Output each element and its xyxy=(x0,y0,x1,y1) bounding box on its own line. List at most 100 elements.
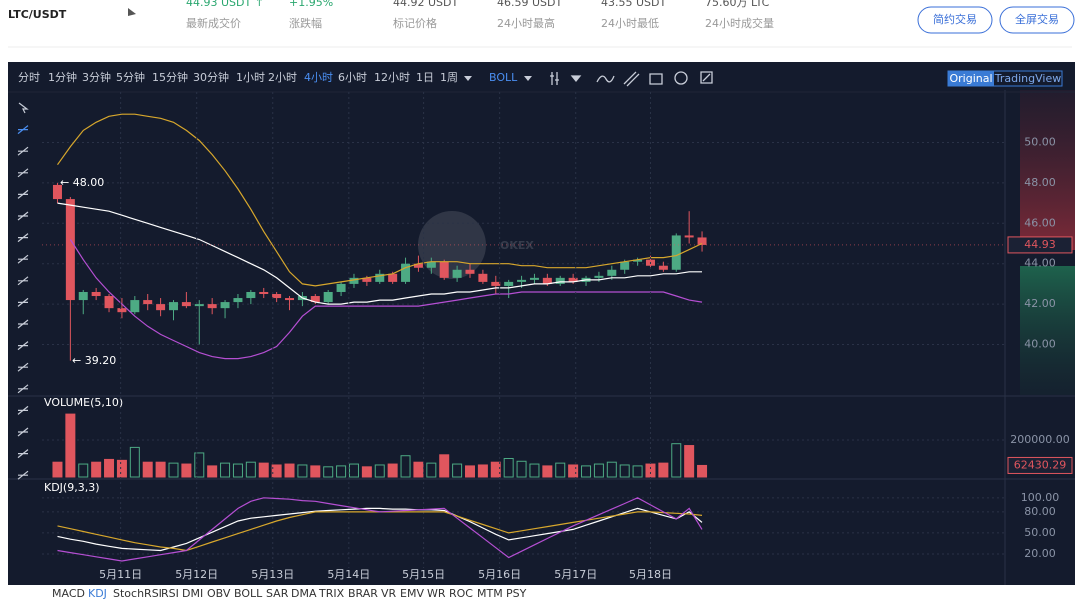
chart-panel xyxy=(8,62,1075,585)
last-volume-box xyxy=(1007,456,1073,474)
volume-bar xyxy=(490,461,501,478)
volume-bar xyxy=(245,461,256,478)
drawing-tool[interactable] xyxy=(17,125,29,135)
view-option[interactable]: TradingView xyxy=(994,72,1061,85)
drawing-tool[interactable] xyxy=(17,470,29,480)
indicator-tab[interactable]: VR xyxy=(381,587,397,600)
indicator-tab[interactable]: MTM xyxy=(477,587,503,600)
drawing-tool[interactable] xyxy=(17,254,29,264)
indicator-tab[interactable]: MACD xyxy=(52,587,85,600)
interval-tab[interactable]: 2小时 xyxy=(268,71,297,84)
pane-title: KDJ(9,3,3) xyxy=(44,481,100,494)
indicator-tab[interactable]: BRAR xyxy=(348,587,378,600)
indicator-tab[interactable]: StochRSI xyxy=(113,587,162,600)
interval-tab[interactable]: 15分钟 xyxy=(152,70,188,84)
line-tool-icon[interactable] xyxy=(596,75,615,83)
screenshot-icon[interactable] xyxy=(649,73,663,85)
drawing-tool[interactable] xyxy=(17,427,29,437)
interval-tab[interactable]: 30分钟 xyxy=(193,70,229,84)
drawing-tool[interactable] xyxy=(17,168,29,178)
candle-body xyxy=(78,291,88,301)
indicator-tab[interactable]: RSI xyxy=(161,587,179,600)
candle-body xyxy=(65,199,75,301)
stat-label: 24小时成交量 xyxy=(705,16,774,30)
drawing-tool[interactable] xyxy=(17,319,29,329)
indicator-tab[interactable]: PSY xyxy=(506,587,527,600)
interval-tab[interactable]: 6小时 xyxy=(338,71,367,84)
drawing-tool[interactable] xyxy=(17,362,29,372)
interval-tab[interactable]: 分时 xyxy=(18,71,40,84)
interval-tab[interactable]: 1小时 xyxy=(236,71,265,84)
view-active[interactable] xyxy=(948,71,994,86)
drawing-tool[interactable] xyxy=(18,102,29,114)
volume-bar xyxy=(555,462,566,478)
interval-tab[interactable]: 1分钟 xyxy=(48,70,77,84)
indicator-select[interactable]: BOLL xyxy=(489,71,518,84)
pair-title: LTC/USDT xyxy=(8,8,67,21)
indicator-tab[interactable]: ROC xyxy=(449,587,473,600)
candle-body xyxy=(285,298,295,301)
draw-tool-icon[interactable] xyxy=(623,71,640,87)
indicator-tab[interactable]: BOLL xyxy=(234,587,263,600)
fullscreen-icon[interactable] xyxy=(700,71,713,84)
volume-bar xyxy=(387,463,398,478)
drawing-tool[interactable] xyxy=(17,189,29,199)
volume-bar xyxy=(684,445,695,478)
candle-type-icon[interactable] xyxy=(550,72,559,85)
dropdown-icon[interactable] xyxy=(570,75,582,83)
candle-body xyxy=(207,304,217,309)
interval-tab[interactable]: 1日 xyxy=(416,71,434,84)
candle-body xyxy=(349,277,359,284)
interval-tab[interactable]: 1周 xyxy=(440,71,458,84)
candle-body xyxy=(671,235,681,270)
indicator-tab[interactable]: SAR xyxy=(266,587,289,600)
interval-tab[interactable]: 3分钟 xyxy=(82,70,111,84)
x-tick-label: 5月12日 xyxy=(175,568,218,581)
candle-body xyxy=(181,302,191,307)
interval-tab[interactable]: 12小时 xyxy=(374,71,410,84)
dropdown-icon[interactable] xyxy=(128,8,136,16)
drawing-tool[interactable] xyxy=(17,449,29,459)
indicator-tab[interactable]: TRIX xyxy=(318,587,345,600)
drawing-tool[interactable] xyxy=(17,384,29,394)
drawing-tool[interactable] xyxy=(17,341,29,351)
price-annotation: ← 39.20 xyxy=(72,354,116,367)
volume-bar xyxy=(452,463,463,478)
indicator-tab[interactable]: KDJ xyxy=(88,587,107,600)
header-button-label[interactable]: 简约交易 xyxy=(933,12,977,26)
indicator-tab[interactable]: EMV xyxy=(400,587,424,600)
volume-bar xyxy=(400,455,411,478)
drawing-tool[interactable] xyxy=(17,146,29,156)
volume-bar xyxy=(581,465,592,478)
header-button[interactable] xyxy=(999,6,1075,34)
view-option[interactable]: Original xyxy=(949,72,992,85)
dropdown-icon[interactable] xyxy=(464,76,472,81)
dropdown-icon[interactable] xyxy=(524,76,532,81)
indicator-tab[interactable]: DMI xyxy=(182,587,203,600)
settings-icon[interactable] xyxy=(674,71,688,85)
header-button-label[interactable]: 全屏交易 xyxy=(1015,12,1059,26)
indicator-line xyxy=(57,113,703,287)
last-volume-label: 62430.29 xyxy=(1014,458,1067,471)
volume-bar xyxy=(181,463,192,478)
drawing-tool[interactable] xyxy=(17,211,29,221)
drawing-tool[interactable] xyxy=(17,233,29,243)
drawing-tool[interactable] xyxy=(17,276,29,286)
interval-tab[interactable]: 4小时 xyxy=(304,71,333,84)
candle-body xyxy=(246,291,256,299)
drawing-tool[interactable] xyxy=(17,297,29,307)
header-button[interactable] xyxy=(917,6,993,34)
interval-tab[interactable]: 5分钟 xyxy=(116,70,145,84)
volume-bar xyxy=(65,413,76,478)
indicator-tab[interactable]: DMA xyxy=(291,587,317,600)
candle-body xyxy=(658,265,668,270)
candle-body xyxy=(413,263,423,268)
volume-bar xyxy=(503,457,514,478)
watermark: OKEX xyxy=(500,239,534,252)
drawing-tool[interactable] xyxy=(17,405,29,415)
indicator-tab[interactable]: OBV xyxy=(207,587,231,600)
candle-body xyxy=(156,304,166,311)
pane-title: VOLUME(5,10) xyxy=(44,396,123,409)
candle-body xyxy=(607,269,617,276)
indicator-tab[interactable]: WR xyxy=(427,587,446,600)
